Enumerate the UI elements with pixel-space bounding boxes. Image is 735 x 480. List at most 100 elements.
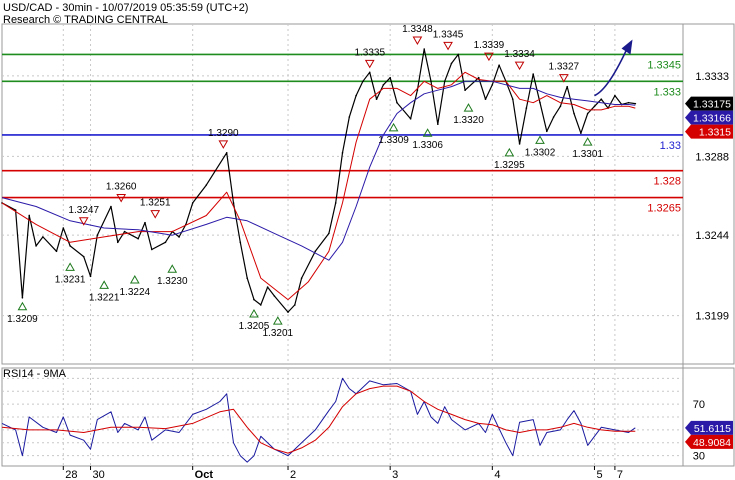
x-tick-label: 4 [494, 469, 500, 480]
chart-frames [1, 23, 735, 467]
x-tick-label: 28 [65, 469, 77, 480]
price-point [580, 132, 582, 134]
series-ma_fast [1, 71, 636, 301]
price-point [443, 80, 446, 83]
down-triangle-marker [116, 194, 127, 203]
y-tick-label: 1.3199 [695, 311, 729, 323]
price-point [498, 64, 500, 66]
y-tick-label: 1.3288 [695, 151, 729, 163]
price-point [314, 250, 317, 253]
price-point [328, 232, 330, 235]
price-point [375, 98, 378, 100]
up-triangle-marker [167, 264, 178, 273]
swing-annotations: 1.3209 1.3231 1.3247 1.3221 1.3260 1.3224 1.32… [7, 24, 603, 339]
price-point [627, 101, 630, 104]
price-point [123, 230, 126, 233]
rsi-series-RSI14 [1, 377, 636, 463]
level-label: 1.3265 [647, 203, 681, 215]
price-badge-label: 1.33166 [693, 113, 731, 125]
price-point [532, 73, 534, 75]
level-label: 1.3345 [647, 59, 681, 71]
forecast-arrow-head [621, 39, 633, 55]
price-point [266, 286, 269, 288]
swing-low-label: 1.3306 [412, 140, 443, 151]
forecast-arrow [594, 45, 630, 97]
price-point [477, 76, 480, 79]
price-point [35, 245, 37, 247]
price-point [348, 116, 351, 118]
down-triangle-marker [484, 52, 494, 62]
price-point [600, 98, 603, 100]
swing-high-label: 1.3260 [106, 182, 137, 193]
rsi-y-tick-label: 30 [693, 451, 705, 463]
chart-title: USD/CAD - 30min - 10/07/2019 05:35:59 (U… [3, 2, 249, 14]
price-point [634, 102, 637, 105]
price-point [525, 107, 528, 109]
x-tick-label: 5 [596, 469, 602, 480]
up-triangle-marker [422, 128, 433, 137]
price-point [362, 80, 364, 83]
rsi-badge-label: 48.9084 [693, 437, 731, 449]
price-point [464, 89, 466, 92]
price-point [14, 209, 17, 211]
chart-source: Research © TRADING CENTRAL [3, 14, 168, 26]
swing-high-label: 1.3348 [402, 24, 433, 35]
rsi-panel-title: RSI14 - 9MA [3, 368, 67, 380]
price-point [259, 304, 262, 306]
price-point [116, 241, 119, 244]
swing-high-label: 1.3345 [433, 29, 464, 40]
up-triangle-marker [17, 301, 28, 311]
price-point [164, 241, 167, 244]
down-triangle-marker [412, 36, 423, 46]
price-point [69, 245, 71, 247]
x-tick-label: 3 [392, 469, 398, 480]
swing-high-label: 1.3290 [208, 128, 239, 139]
price-point [511, 98, 514, 100]
swing-low-label: 1.3295 [494, 160, 525, 171]
x-tick-label: 2 [290, 469, 296, 480]
price-point [82, 255, 85, 258]
price-point [55, 250, 58, 253]
y-tick-label: 1.3333 [695, 71, 729, 83]
price-point [137, 237, 139, 240]
x-tick-label: 30 [93, 469, 105, 480]
price-point [294, 304, 296, 306]
swing-low-label: 1.3230 [157, 276, 188, 287]
up-triangle-marker [463, 103, 474, 112]
price-point [368, 71, 371, 74]
swing-high-label: 1.3334 [504, 49, 535, 60]
price-badge-label: 1.33175 [693, 99, 731, 111]
price-badge-label: 1.3315 [699, 127, 731, 139]
price-point [552, 116, 555, 118]
swing-low-label: 1.3209 [7, 314, 38, 325]
price-point [518, 143, 521, 145]
price-point [300, 277, 303, 279]
price-point [96, 234, 99, 236]
down-triangle-marker [150, 210, 161, 219]
down-triangle-marker [218, 140, 229, 149]
price-point [287, 311, 289, 313]
swing-low-label: 1.3320 [453, 115, 484, 126]
price-point [232, 202, 235, 204]
swing-low-label: 1.3221 [89, 292, 120, 303]
price-point [409, 118, 412, 120]
up-triangle-marker [388, 122, 399, 132]
price-point [355, 94, 357, 97]
main-frame [1, 23, 735, 365]
price-point [573, 112, 575, 115]
price-point [450, 62, 453, 65]
swing-low-label: 1.3201 [263, 328, 294, 339]
price-point [389, 76, 391, 79]
up-triangle-marker [535, 135, 545, 144]
swing-low-label: 1.3231 [55, 274, 86, 285]
down-triangle-marker [514, 61, 525, 71]
price-point [593, 105, 596, 108]
price-point [28, 214, 31, 217]
price-point [566, 85, 569, 88]
price-point [225, 152, 228, 154]
price-badge [685, 124, 733, 139]
swing-low-label: 1.3301 [572, 149, 603, 160]
series-price [1, 48, 636, 313]
price-point [191, 202, 194, 204]
up-triangle-marker [582, 137, 593, 146]
